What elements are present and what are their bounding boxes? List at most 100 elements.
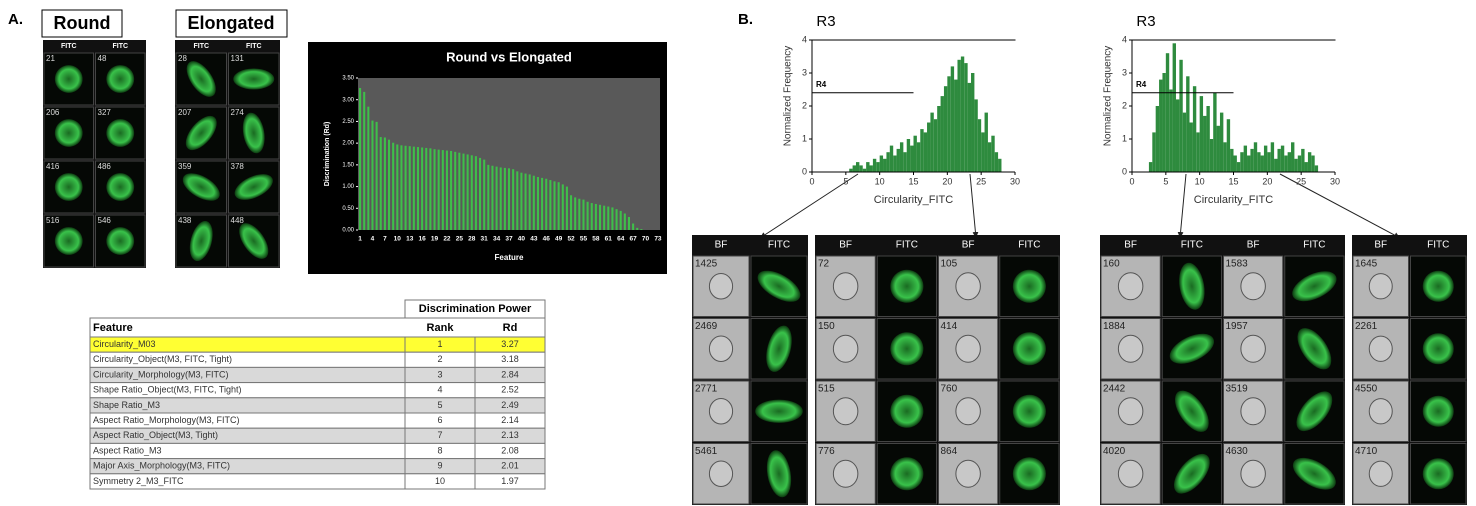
bf-cell: [1241, 398, 1266, 425]
cell-text: Aspect Ratio_Object(M3, Tight): [93, 430, 218, 440]
bar: [508, 168, 510, 230]
cell-id: 274: [231, 108, 245, 117]
histogram-bar: [944, 86, 947, 172]
y-tick-label: 4: [802, 34, 807, 44]
cell-id: 486: [98, 162, 112, 171]
histogram-bar: [934, 119, 937, 172]
x-tick-label: 5: [1163, 176, 1168, 186]
cell-id: 207: [178, 108, 192, 117]
x-tick-label: 28: [468, 236, 476, 243]
histogram-bar: [1288, 152, 1291, 172]
column-header: BF: [1374, 240, 1387, 251]
bar: [421, 147, 423, 230]
histogram-bar: [1301, 149, 1304, 172]
bar: [388, 140, 390, 230]
cell-id: 160: [1103, 259, 1120, 270]
histogram-bar: [1315, 165, 1318, 172]
fitc-cell: [233, 69, 274, 90]
x-tick-label: 52: [567, 236, 575, 243]
x-tick-label: 58: [592, 236, 600, 243]
histogram-bar: [1200, 96, 1203, 172]
arrow: [970, 174, 976, 238]
histogram-bar: [1234, 156, 1237, 173]
y-tick-label: 2: [802, 100, 807, 110]
histogram-bar: [917, 142, 920, 172]
bar: [591, 203, 593, 230]
cell-id: 327: [98, 108, 112, 117]
bar: [487, 165, 489, 230]
y-tick-label: 2.50: [342, 119, 354, 125]
bar: [541, 178, 543, 230]
bar: [545, 179, 547, 230]
histogram-bar: [991, 136, 994, 172]
histogram-bar: [988, 142, 991, 172]
column-header: Rank: [427, 322, 455, 334]
bar: [553, 181, 555, 230]
column-header: BF: [1247, 240, 1260, 251]
cell-id: 1957: [1226, 321, 1249, 332]
bar: [496, 167, 498, 230]
histogram-bar: [1210, 139, 1213, 172]
x-tick-label: 20: [1262, 176, 1272, 186]
histogram-bar: [910, 146, 913, 172]
histogram-bar: [897, 149, 900, 172]
y-tick-label: 3.00: [342, 97, 354, 103]
bar: [462, 154, 464, 230]
y-tick-label: 2.00: [342, 141, 354, 147]
bar: [392, 143, 394, 230]
bar: [512, 169, 514, 230]
bf-cell: [1118, 273, 1143, 300]
cell-text: 5: [437, 400, 442, 410]
y-tick-label: 3: [1122, 67, 1127, 77]
histogram-bar: [890, 146, 893, 172]
histogram-bar: [1311, 156, 1314, 173]
y-axis-label: Normalized Frequency: [783, 46, 794, 147]
x-tick-label: 4: [371, 236, 375, 243]
histogram-bar: [924, 132, 927, 172]
y-tick-label: 3.50: [342, 76, 354, 82]
histogram-bar: [1277, 149, 1280, 172]
histogram-bar: [1305, 162, 1308, 172]
bar: [413, 147, 415, 230]
histogram-bar: [1271, 142, 1274, 172]
column-header: FITC: [768, 240, 790, 251]
cell-id: 2442: [1103, 384, 1126, 395]
bf-cell: [709, 461, 732, 487]
histogram-bar: [1261, 156, 1264, 173]
histogram-bar: [1152, 132, 1155, 172]
cell-text: 1: [437, 339, 442, 349]
bar: [479, 158, 481, 230]
histogram-bar: [870, 165, 873, 172]
bf-cell: [1118, 460, 1143, 487]
bar: [574, 197, 576, 230]
bar: [371, 121, 373, 230]
x-tick-label: 40: [518, 236, 526, 243]
bar: [611, 207, 613, 230]
cell-text: 3.27: [501, 339, 519, 349]
bar: [616, 209, 618, 230]
histogram-bar: [880, 156, 883, 173]
bf-cell: [833, 335, 858, 362]
bar: [491, 166, 493, 230]
bar: [396, 144, 398, 230]
panel-label: A.: [8, 11, 23, 28]
bar: [471, 155, 473, 230]
bar: [549, 180, 551, 230]
bf-cell: [956, 398, 981, 425]
cell-id: 760: [941, 384, 958, 395]
y-tick-label: 0: [802, 166, 807, 176]
bf-cell: [1241, 273, 1266, 300]
x-axis-label: Feature: [495, 253, 524, 262]
cell-id: 48: [98, 54, 107, 63]
bar: [525, 174, 527, 230]
bar: [628, 217, 630, 230]
histogram-bar: [883, 159, 886, 172]
x-tick-label: 34: [493, 236, 501, 243]
histogram-bar: [1149, 162, 1152, 172]
x-tick-label: 13: [406, 236, 414, 243]
bar: [632, 223, 634, 230]
cell-id: 4710: [1355, 446, 1378, 457]
histogram-bar: [998, 159, 1001, 172]
bf-cell: [956, 335, 981, 362]
histogram-bar: [974, 99, 977, 172]
